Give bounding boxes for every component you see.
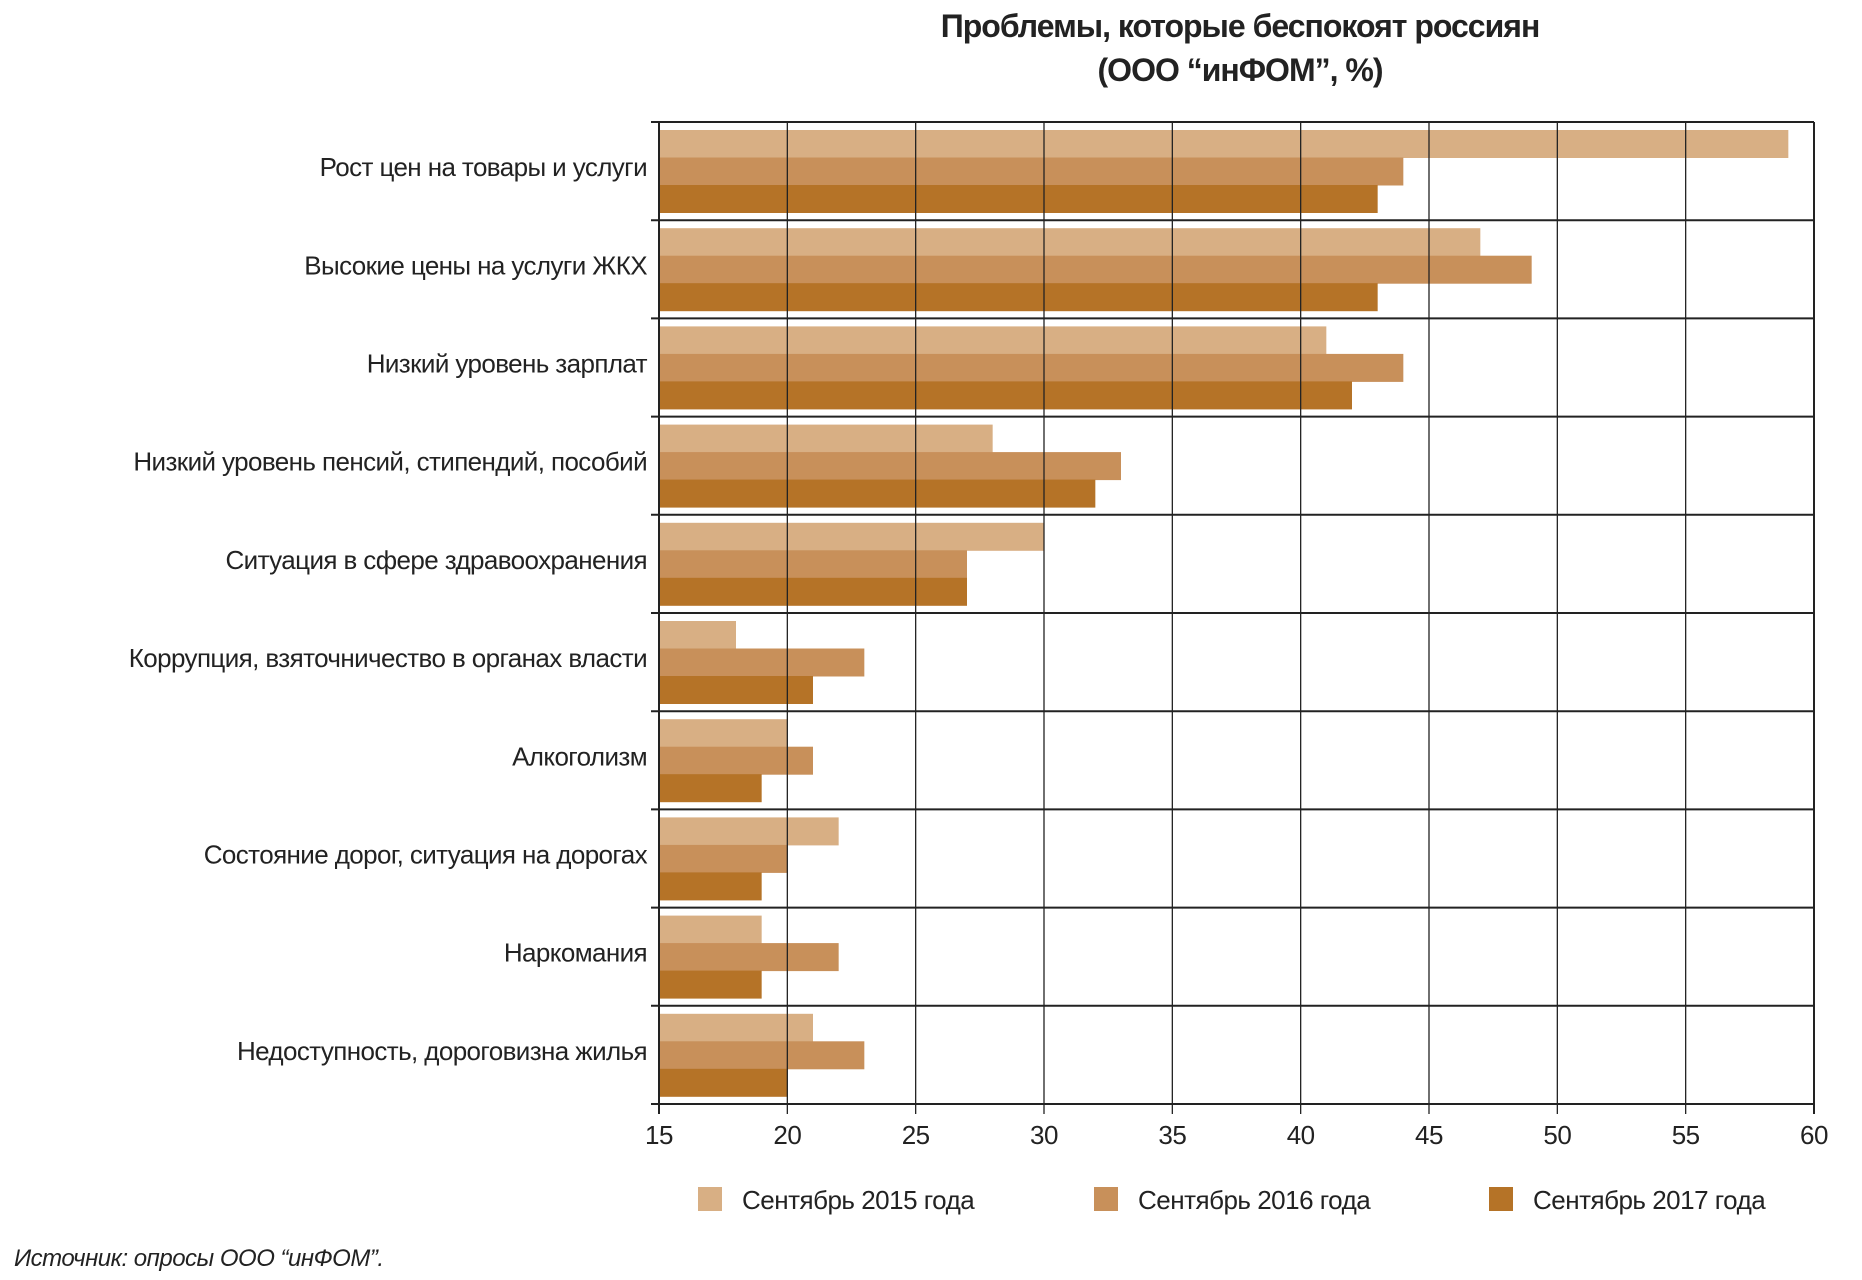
- category-label: Высокие цены на услуги ЖКХ: [304, 250, 647, 280]
- bar: [659, 255, 1532, 284]
- bar: [659, 1068, 788, 1097]
- bar: [659, 817, 839, 846]
- x-tick-label: 60: [1800, 1120, 1828, 1150]
- legend-swatch: [698, 1187, 722, 1211]
- x-tick-label: 25: [902, 1120, 930, 1150]
- bar: [659, 228, 1481, 257]
- bar: [659, 157, 1404, 186]
- x-tick-label: 45: [1415, 1120, 1443, 1150]
- bar: [659, 326, 1327, 355]
- bar: [659, 970, 762, 999]
- category-label: Состояние дорог, ситуация на дорогах: [204, 840, 648, 870]
- bar: [659, 424, 993, 453]
- bar: [659, 648, 865, 677]
- bar: [659, 915, 762, 944]
- bar: [659, 746, 813, 775]
- bar: [659, 353, 1404, 382]
- legend-label: Сентябрь 2015 года: [742, 1185, 975, 1215]
- bar: [659, 522, 1044, 551]
- bar: [659, 577, 967, 606]
- category-label: Рост цен на товары и услуги: [320, 152, 647, 182]
- chart-subtitle: (ООО “инФОМ”, %): [1097, 52, 1384, 88]
- bar: [659, 844, 788, 873]
- category-label: Коррупция, взяточничество в органах влас…: [129, 643, 647, 673]
- bar: [659, 283, 1378, 312]
- x-tick-label: 20: [773, 1120, 801, 1150]
- category-label: Алкоголизм: [512, 741, 647, 771]
- category-label: Низкий уровень пенсий, стипендий, пособи…: [133, 447, 647, 477]
- bar: [659, 130, 1789, 158]
- source-note: Источник: опросы ООО “инФОМ”.: [14, 1245, 384, 1272]
- bar: [659, 185, 1378, 213]
- x-tick-label: 30: [1030, 1120, 1058, 1150]
- bar: [659, 872, 762, 901]
- x-tick-label: 50: [1543, 1120, 1571, 1150]
- category-label: Наркомания: [504, 938, 647, 968]
- bar: [659, 452, 1121, 481]
- bar: [659, 381, 1352, 410]
- category-label: Низкий уровень зарплат: [367, 349, 648, 379]
- bar: [659, 719, 788, 748]
- legend-label: Сентябрь 2016 года: [1138, 1185, 1371, 1215]
- x-tick-label: 55: [1672, 1120, 1700, 1150]
- legend-swatch: [1094, 1187, 1118, 1211]
- bar: [659, 479, 1096, 508]
- bar: [659, 550, 967, 579]
- bar: [659, 774, 762, 803]
- bar: [659, 621, 736, 649]
- bar: [659, 1041, 865, 1070]
- x-tick-label: 35: [1158, 1120, 1186, 1150]
- x-tick-label: 40: [1287, 1120, 1315, 1150]
- category-label: Недоступность, дороговизна жилья: [237, 1036, 647, 1066]
- x-tick-label: 15: [645, 1120, 673, 1150]
- bar: [659, 943, 839, 972]
- chart-title: Проблемы, которые беспокоят россиян: [940, 8, 1541, 44]
- bar: [659, 1013, 813, 1042]
- bar: [659, 676, 813, 704]
- legend-swatch: [1489, 1187, 1513, 1211]
- category-label: Ситуация в сфере здравоохранения: [225, 545, 647, 575]
- legend-label: Сентябрь 2017 года: [1533, 1185, 1766, 1215]
